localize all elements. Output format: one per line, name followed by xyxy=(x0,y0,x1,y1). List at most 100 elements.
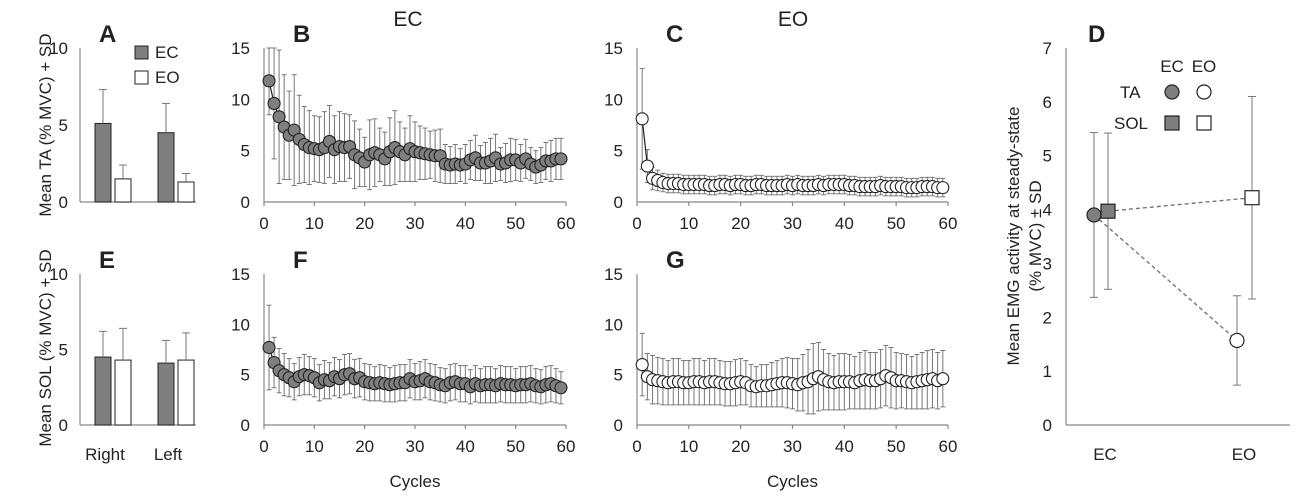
panel-label-D: D xyxy=(1088,21,1105,48)
legend-marker-D-sol-eo xyxy=(1196,115,1212,131)
y-tick-F-5: 5 xyxy=(241,366,250,385)
legend-label-D-ta: TA xyxy=(1120,83,1141,102)
point-D-ta-eo xyxy=(1229,332,1245,349)
y-tick-E-5: 5 xyxy=(59,341,68,360)
y-label-sol: Mean SOL (% MVC) + SD xyxy=(36,249,55,446)
panel-label-E: E xyxy=(99,247,115,274)
y-tick-C-15: 15 xyxy=(604,39,623,58)
legend-header-D-ec: EC xyxy=(1160,57,1184,76)
y-tick-D-5: 5 xyxy=(1043,147,1052,166)
y-tick-D-3: 3 xyxy=(1043,254,1052,273)
point-C-2 xyxy=(640,159,654,173)
legend-label-eo: EO xyxy=(155,68,180,87)
legend-label-D-sol: SOL xyxy=(1114,114,1148,133)
x-tick-G-10: 10 xyxy=(679,437,698,456)
panel-label-A: A xyxy=(99,21,116,48)
y-tick-G-15: 15 xyxy=(604,265,623,284)
legend-marker-D-sol-ec xyxy=(1164,115,1180,131)
x-tick-G-40: 40 xyxy=(835,437,854,456)
y-tick-A-5: 5 xyxy=(59,116,68,135)
y-label-ta: Mean TA (% MVC) + SD xyxy=(36,33,55,216)
x-tick-F-40: 40 xyxy=(456,437,475,456)
x-tick-C-40: 40 xyxy=(835,214,854,233)
x-tick-G-0: 0 xyxy=(632,437,641,456)
error-bar-E-eo-right xyxy=(119,327,127,361)
header-ec: EC xyxy=(393,8,422,31)
header-eo: EO xyxy=(778,8,808,31)
x-tick-B-30: 30 xyxy=(406,214,425,233)
bar-E-ec-right xyxy=(94,356,112,426)
error-bar-E-eo-left xyxy=(182,332,190,361)
bar-A-eo-right xyxy=(114,178,132,203)
point-B-2 xyxy=(267,96,281,110)
y-tick-D-2: 2 xyxy=(1043,308,1052,327)
point-C-59 xyxy=(936,181,950,195)
bar-E-ec-left xyxy=(157,362,175,426)
bar-E-eo-left xyxy=(177,359,195,426)
x-tick-F-10: 10 xyxy=(305,437,324,456)
y-tick-B-0: 0 xyxy=(241,193,250,212)
panel-label-G: G xyxy=(666,247,685,274)
point-D-sol-ec xyxy=(1100,203,1116,219)
y-tick-E-10: 10 xyxy=(49,265,68,284)
y-tick-C-5: 5 xyxy=(614,142,623,161)
point-G-1 xyxy=(635,358,649,372)
x-tick-F-50: 50 xyxy=(506,437,525,456)
x-category-D-ec: EC xyxy=(1093,445,1117,464)
x-tick-C-20: 20 xyxy=(731,214,750,233)
x-tick-C-30: 30 xyxy=(783,214,802,233)
connector-D-ta xyxy=(1093,214,1238,341)
y-tick-F-15: 15 xyxy=(231,265,250,284)
y-tick-G-5: 5 xyxy=(614,366,623,385)
y-tick-B-10: 10 xyxy=(231,90,250,109)
x-tick-F-60: 60 xyxy=(557,437,576,456)
x-tick-C-50: 50 xyxy=(887,214,906,233)
y-tick-G-0: 0 xyxy=(614,416,623,435)
y-tick-D-1: 1 xyxy=(1043,362,1052,381)
error-bar-E-ec-left xyxy=(162,339,170,364)
bar-E-eo-right xyxy=(114,359,132,426)
error-bar-E-ec-right xyxy=(99,330,107,358)
panel-label-C: C xyxy=(666,21,683,48)
x-tick-C-10: 10 xyxy=(679,214,698,233)
y-tick-D-4: 4 xyxy=(1043,201,1052,220)
legend-label-ec: EC xyxy=(155,43,179,62)
legend-header-D-eo: EO xyxy=(1192,57,1217,76)
error-bar-A-ec-right xyxy=(99,89,107,124)
legend-marker-D-ta-ec xyxy=(1164,84,1180,100)
x-tick-G-20: 20 xyxy=(731,437,750,456)
x-tick-B-0: 0 xyxy=(259,214,268,233)
y-tick-D-0: 0 xyxy=(1043,416,1052,435)
x-tick-B-50: 50 xyxy=(506,214,525,233)
x-tick-C-0: 0 xyxy=(632,214,641,233)
y-tick-C-0: 0 xyxy=(614,193,623,212)
x-label-F: Cycles xyxy=(389,472,440,491)
panel-label-F: F xyxy=(293,247,308,274)
connector-D-sol xyxy=(1107,197,1253,212)
point-D-ta-ec xyxy=(1086,207,1102,223)
y-tick-E-0: 0 xyxy=(59,416,68,435)
y-tick-A-0: 0 xyxy=(59,193,68,212)
point-C-1 xyxy=(635,112,649,126)
x-tick-C-60: 60 xyxy=(939,214,958,233)
y-tick-D-6: 6 xyxy=(1043,93,1052,112)
point-B-1 xyxy=(262,74,276,88)
x-tick-B-20: 20 xyxy=(355,214,374,233)
point-F-1 xyxy=(262,340,276,355)
bar-A-ec-left xyxy=(157,132,175,203)
point-D-sol-eo xyxy=(1244,190,1260,206)
y-label-d-line2: (% MVC) ± SD xyxy=(1026,180,1045,291)
y-label-d-line1: Mean EMG activity at steady-state xyxy=(1004,107,1023,366)
x-tick-G-30: 30 xyxy=(783,437,802,456)
x-category-E-left: Left xyxy=(154,445,183,464)
x-tick-G-50: 50 xyxy=(887,437,906,456)
panel-label-B: B xyxy=(293,21,310,48)
point-F-59 xyxy=(554,381,568,395)
y-tick-B-15: 15 xyxy=(231,39,250,58)
legend-marker-D-ta-eo xyxy=(1196,84,1212,100)
y-tick-D-7: 7 xyxy=(1043,39,1052,58)
x-category-E-right: Right xyxy=(85,445,125,464)
y-tick-B-5: 5 xyxy=(241,142,250,161)
y-tick-F-0: 0 xyxy=(241,416,250,435)
